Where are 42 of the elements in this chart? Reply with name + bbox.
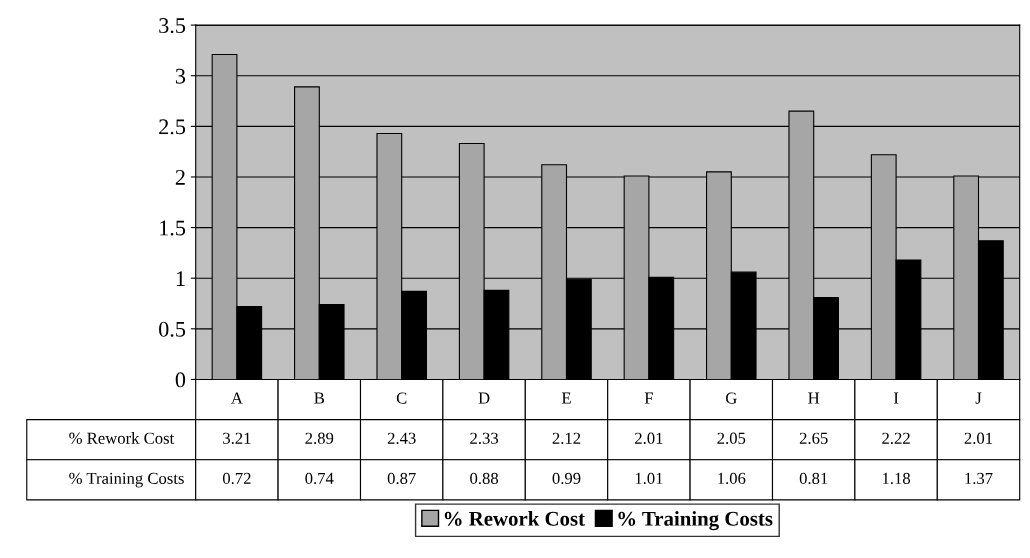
data-label: 0.74 [305, 472, 334, 485]
x-tick-label: B [314, 392, 325, 404]
y-tick-label: 2.5 [159, 119, 186, 135]
data-label: 2.43 [387, 432, 416, 444]
x-tick-label: D [478, 392, 490, 404]
data-label: 2.33 [470, 432, 499, 444]
x-tick-label: I [893, 392, 899, 404]
data-label: 1.06 [718, 472, 746, 485]
y-tick-label: 1.5 [160, 220, 186, 236]
legend-label: % Rework Cost [444, 511, 585, 526]
x-tick-label: F [644, 392, 653, 404]
y-tick-label: 3.5 [159, 18, 186, 34]
x-tick-label: H [808, 392, 820, 404]
data-label: 0.81 [799, 472, 828, 485]
y-tick-label: 0.5 [159, 321, 186, 337]
x-tick-label: E [561, 392, 571, 404]
y-tick-label: 1 [176, 271, 185, 286]
x-tick-label: J [975, 392, 982, 404]
x-tick-label: A [231, 392, 243, 404]
text: % Rework Cost [69, 432, 175, 444]
y-tick-label: 2 [175, 169, 185, 185]
text: % Training Costs [69, 472, 184, 488]
data-label: 1.18 [882, 472, 911, 485]
x-tick-label: G [725, 392, 737, 404]
data-label: 2.01 [964, 432, 993, 444]
data-label: 2.89 [305, 432, 334, 444]
data-label: 0.88 [470, 472, 499, 485]
data-label: 0.72 [222, 472, 251, 485]
data-label: 2.12 [552, 432, 581, 444]
data-label: 0.99 [552, 472, 581, 485]
data-label: 2.22 [882, 432, 910, 444]
y-tick-label: 0 [175, 372, 186, 388]
legend-label: % Training Costs [618, 511, 773, 531]
data-label: 1.37 [965, 472, 993, 485]
y-tick-label: 3 [175, 68, 186, 84]
data-label: 2.01 [635, 432, 663, 444]
data-label: 3.21 [223, 432, 251, 444]
data-label: 1.01 [635, 472, 663, 485]
data-label: 2.65 [799, 432, 828, 444]
data-label: 0.87 [387, 472, 416, 485]
x-tick-label: C [396, 392, 407, 404]
data-label: 2.05 [717, 432, 746, 444]
